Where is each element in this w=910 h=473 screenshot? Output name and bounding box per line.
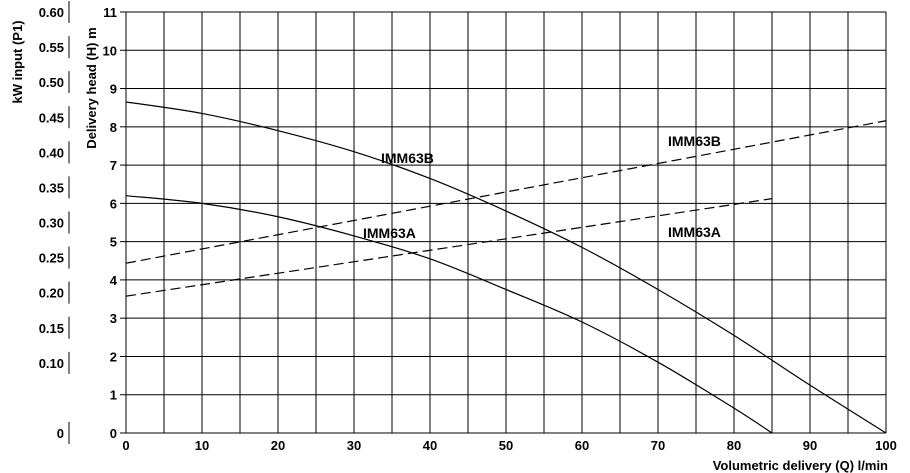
power-tick-label: 0.55 bbox=[39, 40, 64, 55]
series-head-imm63b-line bbox=[125, 101, 887, 434]
x-tick-label: 0 bbox=[122, 438, 129, 453]
power-tick-label: 0.10 bbox=[39, 356, 64, 371]
y-tick-label: 5 bbox=[110, 235, 117, 250]
series-head-imm63a-line bbox=[125, 195, 773, 434]
y-tick-label: 8 bbox=[110, 120, 117, 135]
curve-label-head-a: IMM63A bbox=[363, 225, 416, 241]
y-tick-label: 1 bbox=[110, 388, 117, 403]
curve-label-power-a: IMM63A bbox=[668, 224, 721, 240]
series-group bbox=[125, 101, 887, 434]
y2-axis-title: kW input (P1) bbox=[10, 20, 25, 103]
power-tick-label: 0 bbox=[57, 426, 64, 441]
y-tick-label: 2 bbox=[110, 349, 117, 364]
power-tick-label: 0.30 bbox=[39, 216, 64, 231]
y-tick-label: 11 bbox=[103, 5, 117, 20]
power-tick-label: 0.50 bbox=[39, 75, 64, 90]
x-axis-title: Volumetric delivery (Q) l/min bbox=[713, 458, 888, 473]
head-axis: 0 1 2 3 4 5 6 7 8 9 10 11 bbox=[103, 5, 126, 441]
series-power-imm63a-line bbox=[125, 198, 773, 297]
curve-label-power-b: IMM63B bbox=[668, 133, 721, 149]
x-tick-label: 70 bbox=[651, 438, 665, 453]
y-tick-label: 9 bbox=[110, 82, 117, 97]
series-power-imm63b-line bbox=[125, 120, 887, 264]
x-tick-label: 10 bbox=[195, 438, 209, 453]
power-axis: 0 0.10 0.15 0.20 0.25 0.30 0.35 0.40 0.45 0.50 0.5… bbox=[39, 1, 70, 444]
flow-axis: 0 10 20 30 40 50 60 70 80 90 100 bbox=[122, 438, 896, 453]
power-tick-label: 0.35 bbox=[39, 180, 64, 195]
x-tick-label: 90 bbox=[803, 438, 817, 453]
curve-label-head-b: IMM63B bbox=[381, 150, 434, 166]
grid bbox=[125, 11, 887, 434]
x-tick-label: 20 bbox=[271, 438, 285, 453]
y-tick-label: 0 bbox=[110, 426, 117, 441]
y-tick-label: 10 bbox=[103, 43, 117, 58]
power-tick-label: 0.45 bbox=[39, 110, 64, 125]
x-tick-label: 40 bbox=[423, 438, 437, 453]
power-tick-label: 0.20 bbox=[39, 286, 64, 301]
y-tick-label: 4 bbox=[110, 273, 118, 288]
power-tick-label: 0.15 bbox=[39, 321, 64, 336]
x-tick-label: 30 bbox=[347, 438, 361, 453]
power-tick-label: 0.25 bbox=[39, 251, 64, 266]
power-tick-label: 0.60 bbox=[39, 5, 64, 20]
x-tick-label: 100 bbox=[875, 438, 897, 453]
y-tick-label: 6 bbox=[110, 196, 117, 211]
x-tick-label: 50 bbox=[499, 438, 513, 453]
x-tick-label: 80 bbox=[727, 438, 741, 453]
y-tick-label: 3 bbox=[110, 311, 117, 326]
x-tick-label: 60 bbox=[575, 438, 589, 453]
power-tick-label: 0.40 bbox=[39, 145, 64, 160]
y-axis-title: Delivery head (H) m bbox=[84, 27, 99, 148]
y-tick-label: 7 bbox=[110, 158, 117, 173]
